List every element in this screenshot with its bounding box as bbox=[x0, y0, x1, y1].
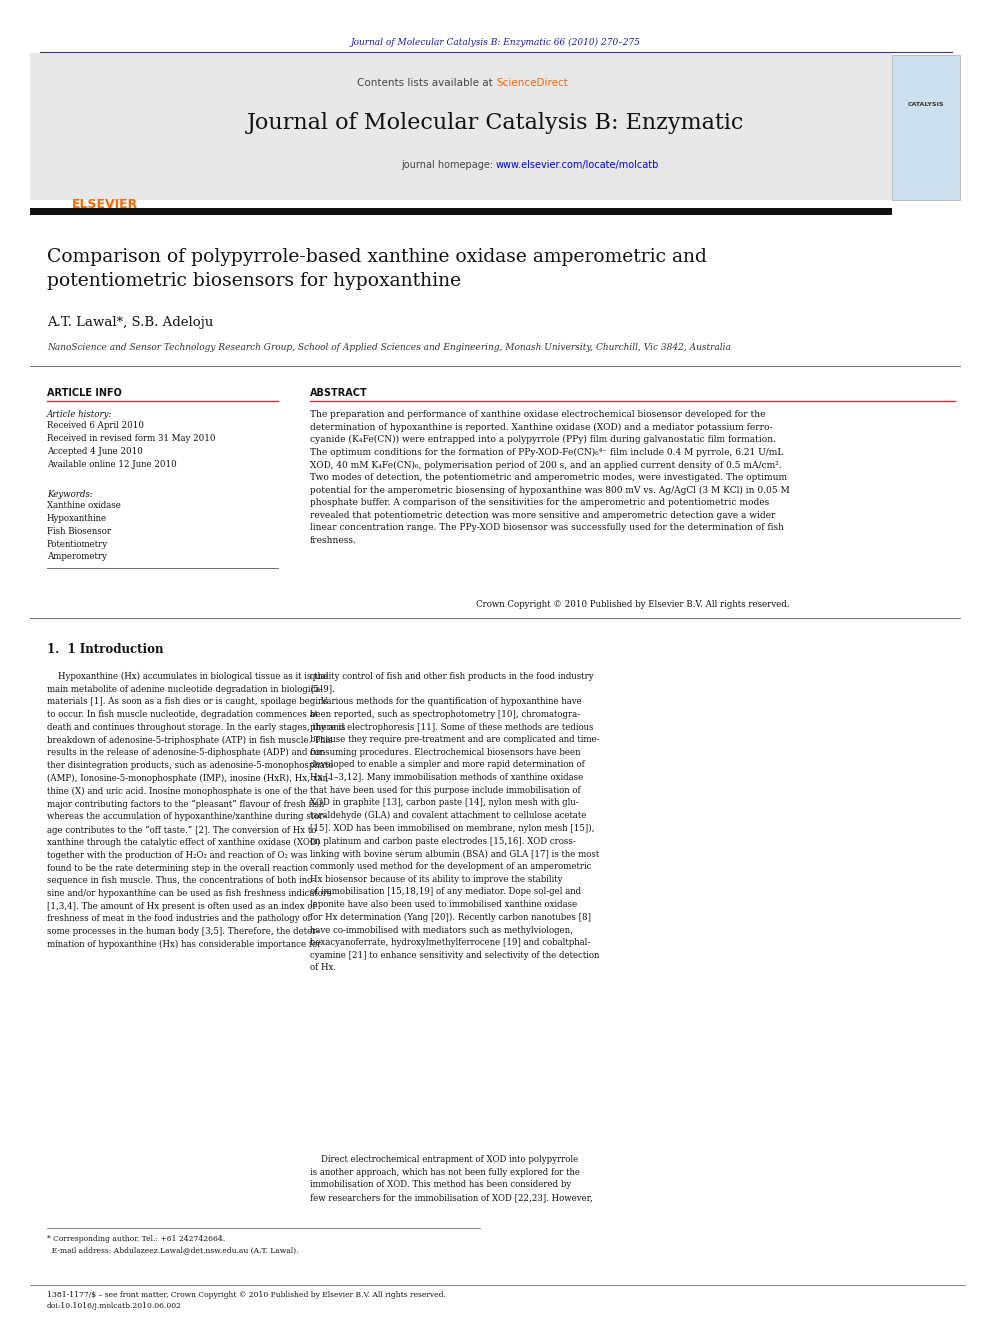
Text: CATALYSIS: CATALYSIS bbox=[908, 102, 944, 107]
Text: journal homepage:: journal homepage: bbox=[401, 160, 496, 169]
Text: Contents lists available at: Contents lists available at bbox=[357, 78, 496, 89]
Text: Journal of Molecular Catalysis B: Enzymatic 66 (2010) 270–275: Journal of Molecular Catalysis B: Enzyma… bbox=[351, 38, 641, 48]
Text: Journal of Molecular Catalysis B: Enzymatic: Journal of Molecular Catalysis B: Enzyma… bbox=[247, 112, 745, 134]
Text: 1381-1177/$ – see front matter, Crown Copyright © 2010 Published by Elsevier B.V: 1381-1177/$ – see front matter, Crown Co… bbox=[47, 1291, 445, 1310]
Bar bbox=[892, 56, 960, 200]
Text: ELSEVIER: ELSEVIER bbox=[72, 198, 138, 210]
Text: ScienceDirect: ScienceDirect bbox=[496, 78, 567, 89]
Text: Article history:: Article history: bbox=[47, 410, 112, 419]
Text: * Corresponding author. Tel.: +61 242742664.
  E-mail address: Abdulazeez.Lawal@: * Corresponding author. Tel.: +61 242742… bbox=[47, 1234, 299, 1254]
Text: quality control of fish and other fish products in the food industry
[5–9].
    : quality control of fish and other fish p… bbox=[310, 672, 599, 972]
Text: Hypoxanthine (Hx) accumulates in biological tissue as it is the
main metabolite : Hypoxanthine (Hx) accumulates in biologi… bbox=[47, 672, 345, 949]
Text: Comparison of polypyrrole-based xanthine oxidase amperometric and
potentiometric: Comparison of polypyrrole-based xanthine… bbox=[47, 247, 707, 290]
Text: A.T. Lawal*, S.B. Adeloju: A.T. Lawal*, S.B. Adeloju bbox=[47, 316, 213, 329]
Text: ABSTRACT: ABSTRACT bbox=[310, 388, 368, 398]
Text: www.elsevier.com/locate/molcatb: www.elsevier.com/locate/molcatb bbox=[496, 160, 660, 169]
Text: 1.  1 Introduction: 1. 1 Introduction bbox=[47, 643, 164, 656]
Text: Received 6 April 2010
Received in revised form 31 May 2010
Accepted 4 June 2010
: Received 6 April 2010 Received in revise… bbox=[47, 421, 215, 468]
Text: Direct electrochemical entrapment of XOD into polypyrrole
is another approach, w: Direct electrochemical entrapment of XOD… bbox=[310, 1155, 593, 1201]
Text: NanoScience and Sensor Technology Research Group, School of Applied Sciences and: NanoScience and Sensor Technology Resear… bbox=[47, 343, 731, 352]
Text: Crown Copyright © 2010 Published by Elsevier B.V. All rights reserved.: Crown Copyright © 2010 Published by Else… bbox=[476, 601, 790, 609]
Text: Xanthine oxidase
Hypoxanthine
Fish Biosensor
Potentiometry
Amperometry: Xanthine oxidase Hypoxanthine Fish Biose… bbox=[47, 501, 121, 561]
Bar bbox=[30, 53, 892, 200]
Text: ARTICLE INFO: ARTICLE INFO bbox=[47, 388, 122, 398]
Text: Keywords:: Keywords: bbox=[47, 490, 92, 499]
Bar bbox=[30, 208, 892, 216]
Text: The preparation and performance of xanthine oxidase electrochemical biosensor de: The preparation and performance of xanth… bbox=[310, 410, 790, 545]
